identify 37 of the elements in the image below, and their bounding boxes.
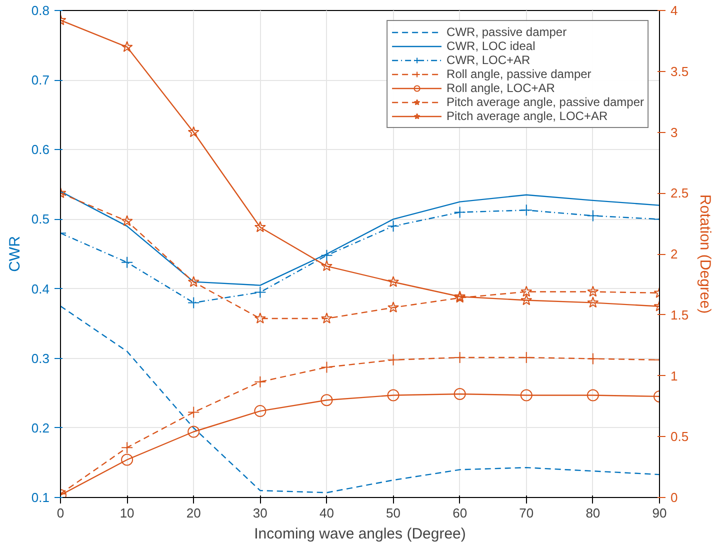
y2-tick-label: 3.5 (670, 64, 689, 79)
y-tick-label: 0.4 (31, 281, 50, 296)
legend-label: CWR, LOC+AR (446, 53, 530, 67)
x-tick-label: 30 (252, 506, 268, 520)
y-tick-label: 0.5 (31, 212, 50, 227)
y2-tick-label: 1 (670, 368, 678, 384)
y-axis-title: CWR (6, 236, 24, 272)
legend-label: CWR, passive damper (446, 25, 567, 39)
x-tick-label: 60 (452, 506, 468, 520)
y2-tick-label: 3 (670, 124, 678, 140)
y-tick-label: 0.2 (31, 420, 50, 436)
legend-label: CWR, LOC ideal (446, 39, 536, 53)
legend-label: Roll angle, passive damper (446, 67, 592, 81)
y-tick-label: 0.3 (31, 350, 50, 366)
y2-tick-label: 2 (670, 246, 678, 262)
x-tick-label: 80 (586, 506, 600, 520)
y-tick-label: 0.1 (31, 490, 50, 505)
x-tick-label: 90 (652, 506, 667, 520)
legend-label: Pitch average angle, LOC+AR (446, 109, 608, 123)
legend-label: Roll angle, LOC+AR (446, 81, 555, 95)
y2-tick-label: 1.5 (670, 307, 689, 322)
y2-tick-label: 0 (670, 490, 678, 505)
y-tick-label: 0.7 (31, 72, 50, 88)
x-tick-label: 50 (386, 506, 401, 520)
x-tick-label: 40 (319, 506, 334, 520)
x-tick-label: 0 (56, 506, 64, 520)
x-tick-label: 70 (519, 506, 534, 520)
y-tick-label: 0.8 (31, 3, 50, 18)
y2-tick-label: 4 (670, 3, 678, 18)
y2-tick-label: 0.5 (670, 429, 689, 444)
legend-label: Pitch average angle, passive damper (446, 95, 644, 109)
x-tick-label: 20 (186, 506, 201, 520)
x-tick-label: 10 (120, 506, 134, 520)
y2-axis-title: Rotation (Degree) (696, 194, 714, 314)
y-tick-label: 0.6 (31, 142, 50, 158)
x-axis-title: Incoming wave angles (Degree) (254, 526, 466, 542)
y2-tick-label: 2.5 (670, 186, 689, 201)
